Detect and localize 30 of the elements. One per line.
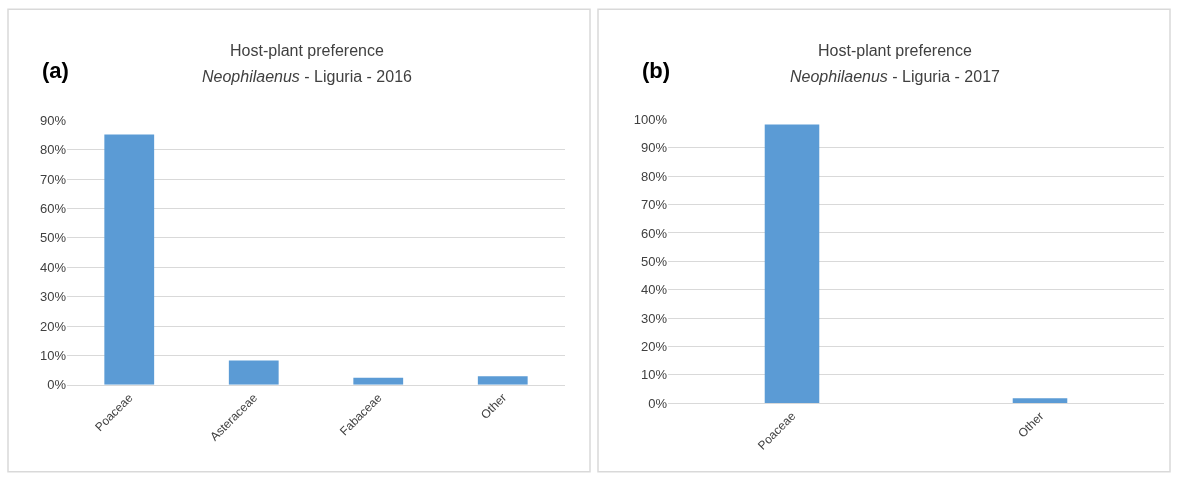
y-tick-label: 100% — [633, 111, 668, 127]
y-tick-label: 50% — [39, 230, 67, 246]
y-tick-label: 10% — [39, 348, 67, 364]
y-tick-label: 20% — [39, 318, 67, 334]
y-tick-label: 40% — [39, 259, 67, 275]
y-tick-label: 10% — [640, 367, 668, 383]
chart-subtitle: Neophilaenus - Liguria - 2016 — [202, 68, 413, 85]
y-tick-label: 30% — [39, 289, 67, 305]
y-tick-label: 50% — [640, 253, 668, 269]
bar — [228, 360, 279, 385]
y-tick-label: 0% — [648, 395, 668, 411]
chart-title: Host-plant preference — [818, 42, 972, 59]
y-tick-label: 60% — [640, 225, 668, 241]
bar — [104, 134, 155, 385]
y-tick-label: 20% — [640, 339, 668, 355]
bar — [477, 376, 528, 385]
chart-title: Host-plant preference — [230, 42, 384, 59]
y-tick-label: 90% — [640, 140, 668, 156]
y-tick-label: 70% — [39, 171, 67, 187]
y-tick-label: 30% — [640, 310, 668, 326]
y-tick-label: 90% — [39, 112, 67, 128]
y-tick-label: 80% — [39, 142, 67, 158]
y-tick-label: 40% — [640, 282, 668, 298]
chart-subtitle: Neophilaenus - Liguria - 2017 — [790, 68, 1001, 85]
text: (b) — [642, 58, 671, 83]
y-tick-label: 60% — [39, 201, 67, 217]
text: (a) — [42, 58, 69, 83]
y-tick-label: 0% — [47, 377, 67, 393]
y-tick-label: 70% — [640, 197, 668, 213]
y-tick-label: 80% — [640, 168, 668, 184]
